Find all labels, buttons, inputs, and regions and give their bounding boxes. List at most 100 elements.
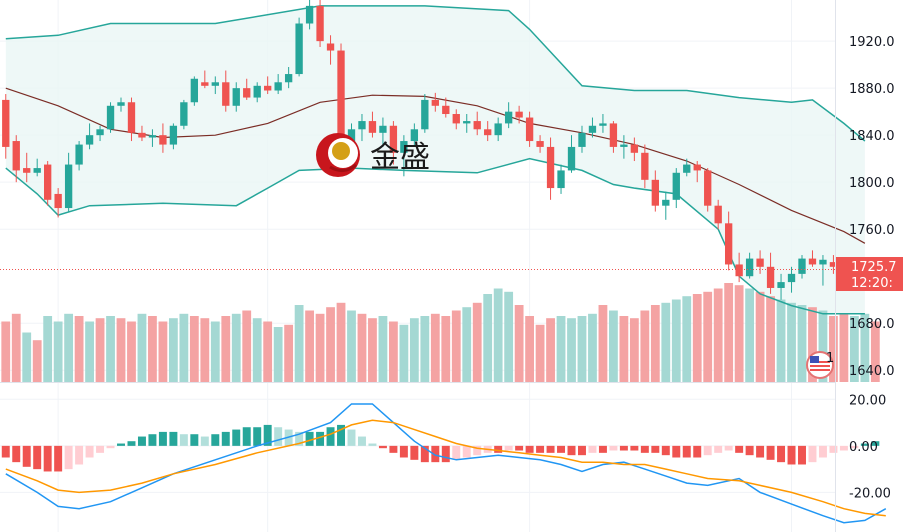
volume-bar-30 xyxy=(315,313,325,382)
candle-body-14 xyxy=(148,135,157,138)
volume-bar-36 xyxy=(378,316,388,382)
macd-hist-bar-42 xyxy=(441,445,450,463)
candle-body-62 xyxy=(651,179,659,206)
macd-hist-bar-80 xyxy=(839,445,848,451)
candle-body-19 xyxy=(201,82,209,86)
price-tick-label-2: 1840.0 xyxy=(849,129,895,144)
volume-bar-77 xyxy=(808,307,817,382)
candle-body-21 xyxy=(222,82,230,106)
candle-45 xyxy=(473,111,481,136)
macd-hist-bar-62 xyxy=(651,445,660,453)
candle-35 xyxy=(368,111,377,138)
candle-body-7 xyxy=(75,144,83,165)
macd-hist-bar-5 xyxy=(54,445,63,472)
candle-body-72 xyxy=(756,258,764,267)
price-tick-label-1: 1880.0 xyxy=(849,82,895,97)
candle-body-3 xyxy=(33,168,41,173)
candle-29 xyxy=(305,0,314,30)
candle-body-12 xyxy=(127,102,136,133)
volume-bar-0 xyxy=(1,321,11,382)
macd-hist-bar-37 xyxy=(389,445,398,453)
candle-64 xyxy=(672,168,680,209)
candle-body-30 xyxy=(316,5,324,42)
candle-74 xyxy=(777,273,785,300)
macd-hist-bar-63 xyxy=(661,445,670,456)
macd-hist-bar-83 xyxy=(871,441,880,446)
candle-body-61 xyxy=(641,152,649,180)
macd-hist-bar-49 xyxy=(515,445,524,451)
candle-body-67 xyxy=(704,170,712,206)
volume-bar-64 xyxy=(671,299,681,382)
macd-hist-bar-64 xyxy=(672,445,681,458)
volume-bar-63 xyxy=(661,302,671,382)
volume-bar-60 xyxy=(629,318,639,382)
watermark: 金盛 xyxy=(316,133,430,177)
price-tick-label-5: 1680.0 xyxy=(849,317,895,332)
candle-body-69 xyxy=(724,223,733,265)
macd-hist-bar-56 xyxy=(588,445,597,453)
candle-body-31 xyxy=(326,43,335,51)
candle-72 xyxy=(756,250,764,274)
candle-67 xyxy=(704,168,712,212)
candle-15 xyxy=(159,123,167,153)
price-axis[interactable]: 1920.0 1880.0 1840.0 1800.0 1760.0 1680.0 1640… xyxy=(849,35,895,379)
volume-bar-70 xyxy=(734,285,744,382)
macd-hist-bar-73 xyxy=(766,445,775,460)
volume-bar-10 xyxy=(106,316,115,382)
candle-body-8 xyxy=(85,135,94,145)
volume-bar-15 xyxy=(158,321,168,382)
volume-bar-37 xyxy=(389,321,398,382)
candle-21 xyxy=(222,70,230,112)
candle-9 xyxy=(96,125,104,142)
macd-tick-label-2: -20.00 xyxy=(849,486,891,501)
watermark-text: 金盛 xyxy=(370,140,430,175)
macd-hist-bar-26 xyxy=(274,427,283,446)
candle-body-40 xyxy=(421,99,429,130)
bollinger-upper-line xyxy=(5,5,866,142)
macd-axis[interactable]: 20.00 0.00 -20.00 xyxy=(849,393,891,501)
candle-body-60 xyxy=(630,144,639,153)
macd-hist-bar-71 xyxy=(745,445,754,456)
price-pane[interactable] xyxy=(0,0,880,382)
macd-hist-bar-61 xyxy=(640,445,649,453)
candle-body-38 xyxy=(400,141,408,153)
candle-body-51 xyxy=(536,141,544,147)
volume-bar-4 xyxy=(43,316,53,382)
candle-5 xyxy=(54,188,62,218)
volume-bar-38 xyxy=(399,324,409,382)
macd-tick-label-1: 0.00 xyxy=(849,440,878,455)
candle-41 xyxy=(431,92,439,112)
candle-25 xyxy=(264,76,272,95)
candle-body-78 xyxy=(819,259,827,265)
macd-hist-bar-29 xyxy=(305,431,314,446)
macd-hist-bar-32 xyxy=(337,424,346,446)
candle-46 xyxy=(484,121,492,142)
macd-pane[interactable] xyxy=(1,403,887,524)
volume-bar-55 xyxy=(577,316,587,382)
candle-57 xyxy=(599,114,607,133)
macd-hist-bar-39 xyxy=(410,445,419,460)
jinsheng-logo-icon xyxy=(316,133,360,177)
volume-bar-19 xyxy=(200,318,210,382)
us-flag-icon[interactable] xyxy=(806,351,834,379)
macd-hist-bar-55 xyxy=(578,445,586,456)
candle-28 xyxy=(295,17,303,77)
macd-hist-bar-40 xyxy=(420,445,429,463)
volume-bar-18 xyxy=(189,316,199,382)
macd-tick-label-0: 20.00 xyxy=(849,393,886,408)
macd-hist-bar-44 xyxy=(462,445,471,458)
candle-body-70 xyxy=(735,264,743,277)
candle-body-79 xyxy=(829,262,838,267)
candle-34 xyxy=(358,114,366,142)
volume-bar-51 xyxy=(535,324,545,382)
volume-bar-20 xyxy=(210,321,220,382)
volume-bar-58 xyxy=(609,310,618,382)
macd-hist-bar-60 xyxy=(630,445,639,451)
macd-hist-bar-20 xyxy=(211,434,220,446)
macd-hist-bar-31 xyxy=(326,427,335,446)
candle-52 xyxy=(546,137,555,200)
volume-bar-61 xyxy=(640,310,650,382)
macd-hist-bar-76 xyxy=(798,445,806,465)
candle-body-64 xyxy=(672,172,680,200)
